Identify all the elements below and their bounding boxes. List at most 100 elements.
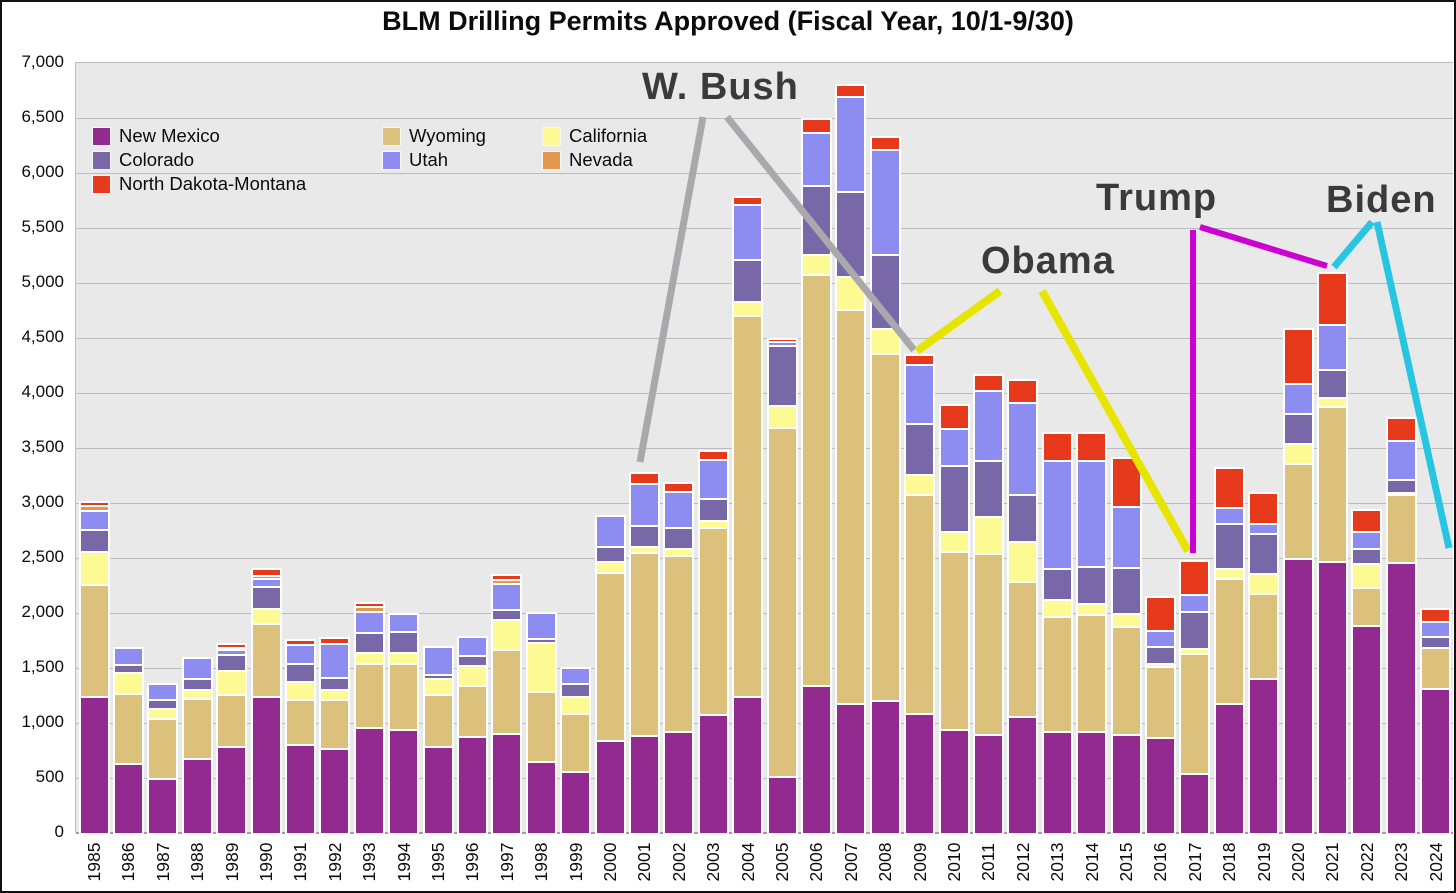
bar-segment-1994-california — [388, 649, 420, 665]
x-tick-label-2001: 2001 — [634, 842, 655, 882]
bar-segment-2003-california — [697, 517, 729, 530]
x-tick-label-2002: 2002 — [668, 842, 689, 882]
bar-segment-2015-new-mexico — [1110, 732, 1142, 835]
bar-segment-2016-utah — [1144, 627, 1176, 648]
bar-segment-2021-utah — [1316, 321, 1348, 371]
gridline-1500 — [76, 668, 1453, 669]
bar-segment-1991-wyoming — [284, 697, 316, 746]
bar-segment-2010-california — [938, 529, 970, 553]
bar-segment-2001-california — [628, 543, 660, 554]
x-tick-label-2008: 2008 — [875, 842, 896, 882]
bar-segment-1986-wyoming — [112, 690, 144, 765]
bar-segment-2017-new-mexico — [1179, 770, 1211, 835]
gridline-5000 — [76, 283, 1453, 284]
bar-segment-2015-north-dakota-montana — [1110, 457, 1142, 509]
bar-segment-2012-wyoming — [1007, 579, 1039, 719]
bar-segment-2009-utah — [904, 362, 936, 425]
gridline-500 — [76, 778, 1453, 779]
bar-segment-1998-colorado — [525, 636, 557, 645]
bar-segment-1997-wyoming — [491, 647, 523, 736]
bar-segment-2004-new-mexico — [732, 694, 764, 835]
bar-segment-1995-colorado — [422, 671, 454, 681]
y-tick-label-6000: 6,000 — [21, 162, 64, 181]
gridline-4000 — [76, 393, 1453, 394]
x-tick-label-2022: 2022 — [1356, 842, 1377, 882]
bar-segment-2003-colorado — [697, 495, 729, 522]
bar-segment-2007-new-mexico — [835, 701, 867, 835]
x-tick-label-2016: 2016 — [1150, 842, 1171, 882]
bar-segment-1991-utah — [284, 642, 316, 665]
bar-segment-2012-colorado — [1007, 492, 1039, 543]
bar-segment-2023-wyoming — [1385, 492, 1417, 564]
bar-segment-1994-new-mexico — [388, 727, 420, 835]
bar-segment-2002-north-dakota-montana — [663, 482, 695, 493]
x-tick-label-1986: 1986 — [118, 842, 139, 882]
chart-title: BLM Drilling Permits Approved (Fiscal Ye… — [382, 6, 1074, 36]
bar-segment-2014-north-dakota-montana — [1076, 432, 1108, 462]
bar-segment-2003-new-mexico — [697, 711, 729, 836]
legend-item-california: California — [542, 124, 647, 148]
bar-segment-2005-new-mexico — [766, 773, 798, 836]
bar-segment-2008-colorado — [869, 251, 901, 330]
bar-segment-2006-california — [800, 251, 832, 276]
bar-segment-2014-new-mexico — [1076, 728, 1108, 836]
bar-segment-2005-wyoming — [766, 425, 798, 778]
bar-segment-2005-california — [766, 403, 798, 430]
bar-segment-2008-california — [869, 325, 901, 356]
bar-segment-1987-new-mexico — [147, 776, 179, 835]
bar-segment-2022-colorado — [1351, 546, 1383, 565]
y-tick-label-4000: 4,000 — [21, 382, 64, 401]
bar-segment-2020-utah — [1282, 381, 1314, 416]
bar-segment-1993-new-mexico — [353, 724, 385, 836]
bar-segment-1995-new-mexico — [422, 744, 454, 835]
bar-segment-1985-new-mexico — [78, 693, 110, 835]
bar-segment-2022-new-mexico — [1351, 623, 1383, 835]
bar-segment-1999-california — [560, 693, 592, 715]
x-tick-label-2024: 2024 — [1425, 842, 1446, 882]
legend-item-new-mexico: New Mexico — [92, 124, 383, 148]
x-tick-label-2014: 2014 — [1081, 842, 1102, 882]
bar-segment-2006-new-mexico — [800, 683, 832, 835]
bar-segment-2011-colorado — [972, 457, 1004, 519]
bar-segment-2007-north-dakota-montana — [835, 84, 867, 98]
bar-segment-2000-utah — [594, 514, 626, 548]
x-tick-label-2003: 2003 — [703, 842, 724, 882]
bar-segment-2022-north-dakota-montana — [1351, 509, 1383, 533]
bar-segment-1996-new-mexico — [456, 734, 488, 835]
bar-segment-2015-california — [1110, 610, 1142, 629]
bar-segment-1996-california — [456, 662, 488, 687]
bar-segment-2002-utah — [663, 488, 695, 530]
bar-segment-1990-new-mexico — [250, 694, 282, 835]
x-tick-label-1993: 1993 — [359, 842, 380, 882]
bar-segment-2021-north-dakota-montana — [1316, 272, 1348, 326]
gridline-2000 — [76, 613, 1453, 614]
bar-segment-2014-colorado — [1076, 564, 1108, 605]
bar-segment-2013-utah — [1041, 457, 1073, 570]
bar-segment-2024-north-dakota-montana — [1420, 607, 1452, 623]
bar-segment-1991-colorado — [284, 660, 316, 684]
bar-segment-1989-new-mexico — [216, 744, 248, 835]
gridline-3500 — [76, 448, 1453, 449]
bar-segment-2011-new-mexico — [972, 732, 1004, 835]
bar-segment-1997-california — [491, 616, 523, 652]
bar-segment-2000-california — [594, 559, 626, 575]
bar-segment-2003-wyoming — [697, 525, 729, 716]
bar-segment-2010-utah — [938, 425, 970, 467]
legend-swatch-icon — [92, 126, 111, 146]
bar-segment-2004-california — [732, 299, 764, 317]
x-axis-line — [76, 832, 1453, 834]
bar-segment-2001-utah — [628, 480, 660, 528]
legend-column-1: New Mexico Colorado North Dakota-Montana — [92, 124, 383, 196]
bar-segment-2018-wyoming — [1213, 575, 1245, 705]
bar-segment-2024-wyoming — [1420, 645, 1452, 690]
bar-segment-2016-wyoming — [1144, 663, 1176, 740]
bar-segment-2021-wyoming — [1316, 403, 1348, 563]
bar-segment-2007-colorado — [835, 189, 867, 278]
bar-segment-2020-colorado — [1282, 411, 1314, 445]
bar-segment-1996-wyoming — [456, 682, 488, 739]
bar-segment-2022-utah — [1351, 528, 1383, 551]
bar-segment-2000-colorado — [594, 543, 626, 564]
bar-segment-2011-california — [972, 514, 1004, 555]
bar-segment-2023-north-dakota-montana — [1385, 416, 1417, 443]
x-tick-label-2010: 2010 — [944, 842, 964, 882]
